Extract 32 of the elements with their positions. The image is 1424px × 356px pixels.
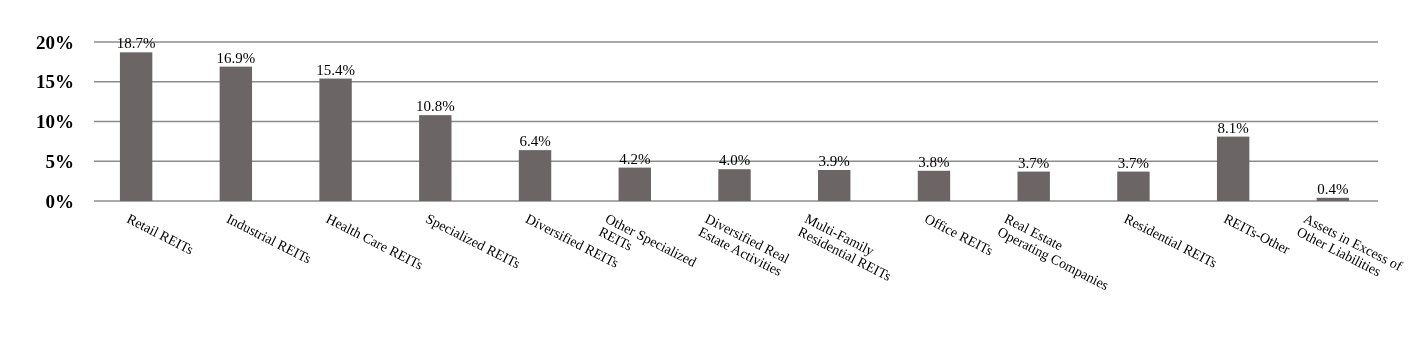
data-label: 3.7% — [1018, 154, 1050, 171]
bar — [1216, 136, 1250, 201]
bar — [518, 150, 552, 201]
bar — [119, 52, 153, 201]
data-label: 16.9% — [216, 49, 256, 66]
data-label: 4.0% — [718, 152, 751, 169]
bar — [319, 78, 352, 201]
data-label: 6.4% — [519, 133, 551, 150]
y-tick-label: 0% — [45, 190, 74, 212]
bar — [818, 170, 851, 201]
bar — [219, 66, 253, 201]
bar — [618, 167, 651, 201]
data-label: 0.4% — [1317, 180, 1349, 197]
data-label: 3.9% — [818, 152, 850, 169]
data-label: 18.7% — [116, 35, 156, 52]
y-tick-label: 15% — [36, 71, 74, 93]
y-tick-label: 10% — [36, 111, 74, 133]
bar — [419, 115, 452, 201]
data-label: 15.4% — [316, 61, 355, 78]
bar — [1316, 197, 1350, 201]
x-tick-label: Office REITs — [922, 211, 996, 259]
bar — [718, 169, 751, 201]
data-label: 3.7% — [1117, 154, 1150, 171]
data-label: 3.8% — [918, 153, 950, 170]
bar — [1017, 171, 1050, 201]
bar — [1117, 171, 1150, 201]
data-label: 10.8% — [415, 98, 455, 115]
y-tick-label: 5% — [45, 150, 74, 172]
data-label: 8.1% — [1217, 119, 1249, 136]
y-tick-label: 20% — [36, 31, 74, 53]
bar — [917, 170, 951, 201]
data-label: 4.2% — [619, 150, 651, 167]
